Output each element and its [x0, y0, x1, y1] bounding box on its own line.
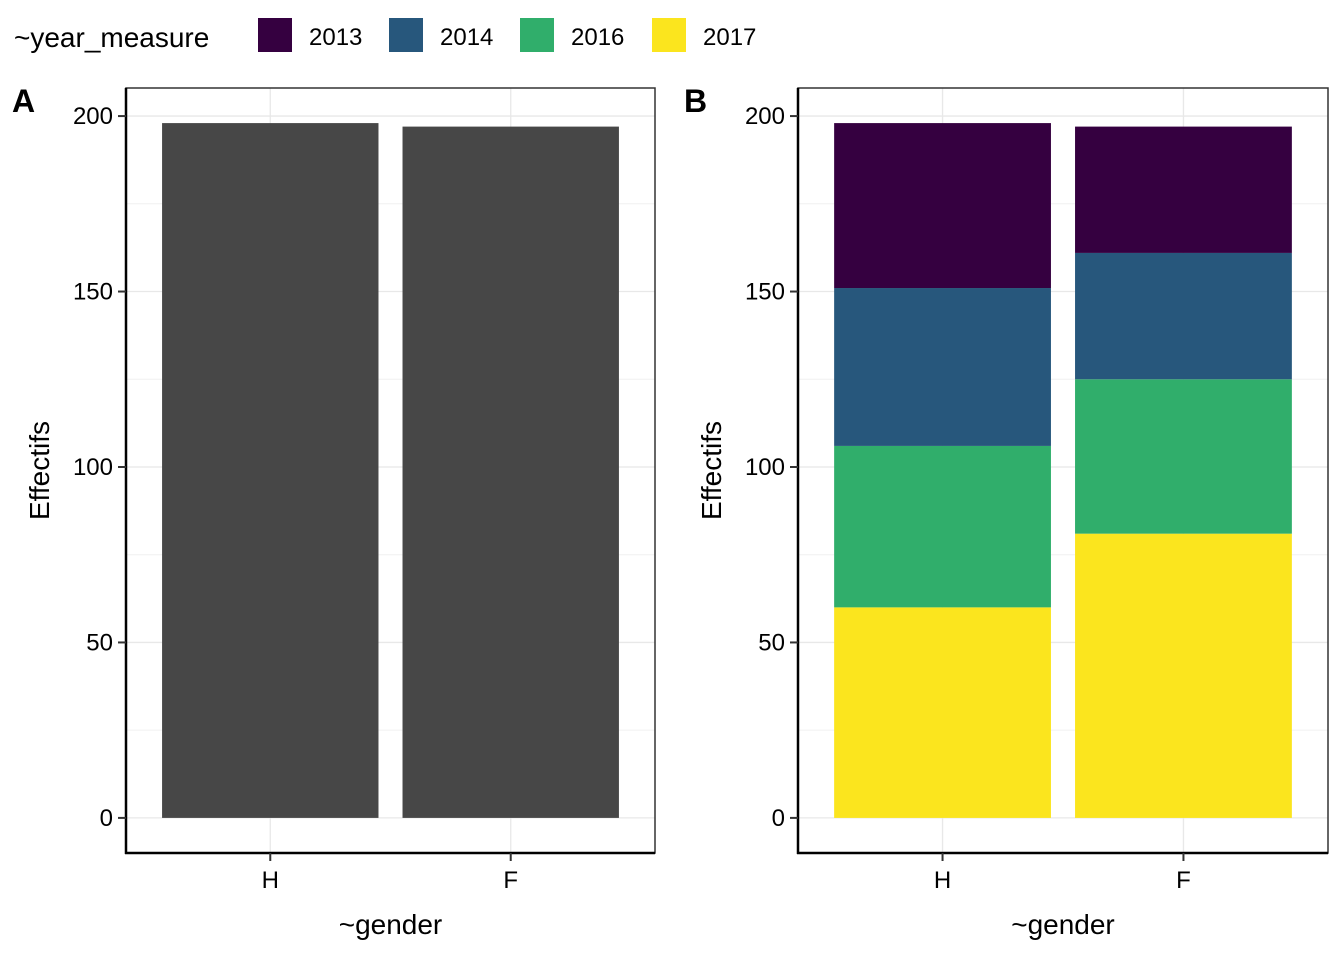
bar-H-2013 — [834, 123, 1051, 289]
bar-H-2014 — [834, 288, 1051, 446]
legend-key-2016 — [520, 18, 554, 52]
bar-H — [162, 123, 379, 818]
y-axis-title: Effectifs — [24, 421, 55, 520]
y-tick-label: 50 — [86, 629, 113, 656]
y-tick-label: 50 — [758, 629, 785, 656]
legend-label-2017: 2017 — [703, 24, 756, 51]
legend-key-2014 — [389, 18, 423, 52]
bar-F-2013 — [1075, 126, 1292, 253]
bar-H-2016 — [834, 445, 1051, 608]
x-axis-title: ~gender — [1011, 909, 1115, 940]
legend-label-2013: 2013 — [309, 24, 362, 51]
bars — [834, 123, 1292, 818]
bar-H-2017 — [834, 607, 1051, 818]
y-tick-label: 150 — [745, 279, 785, 306]
y-tick-label: 200 — [745, 103, 785, 130]
panel-tag: A — [12, 83, 35, 119]
legend-label-2016: 2016 — [571, 24, 624, 51]
y-tick-label: 100 — [745, 454, 785, 481]
legend-title: ~year_measure — [14, 22, 209, 53]
legend-key-2013 — [258, 18, 292, 52]
panel-tag: B — [684, 83, 707, 119]
bar-F-2014 — [1075, 252, 1292, 380]
bar-F-2016 — [1075, 379, 1292, 534]
legend-label-2014: 2014 — [440, 24, 493, 51]
x-tick-label: H — [262, 867, 279, 894]
y-tick-label: 150 — [73, 279, 113, 306]
x-tick-label: H — [934, 867, 951, 894]
bar-F — [402, 126, 619, 818]
panel-b: 0 50 100 150 200 H F ~gender Effectifs B — [684, 83, 1329, 940]
panel-a: 0 50 100 150 200 H F ~gender Effectifs A — [12, 83, 656, 940]
y-axis-title: Effectifs — [696, 421, 727, 520]
legend-key-2017 — [652, 18, 686, 52]
x-tick-label: F — [503, 867, 518, 894]
y-tick-label: 100 — [73, 454, 113, 481]
y-tick-label: 0 — [772, 805, 785, 832]
x-axis-title: ~gender — [339, 909, 443, 940]
x-tick-label: F — [1176, 867, 1191, 894]
bar-F-2017 — [1075, 533, 1292, 818]
legend: ~year_measure 2013 2014 2016 2017 — [14, 18, 756, 53]
y-tick-label: 0 — [100, 805, 113, 832]
bars — [162, 123, 619, 818]
y-tick-label: 200 — [73, 103, 113, 130]
legend-items: 2013 2014 2016 2017 — [258, 18, 756, 52]
